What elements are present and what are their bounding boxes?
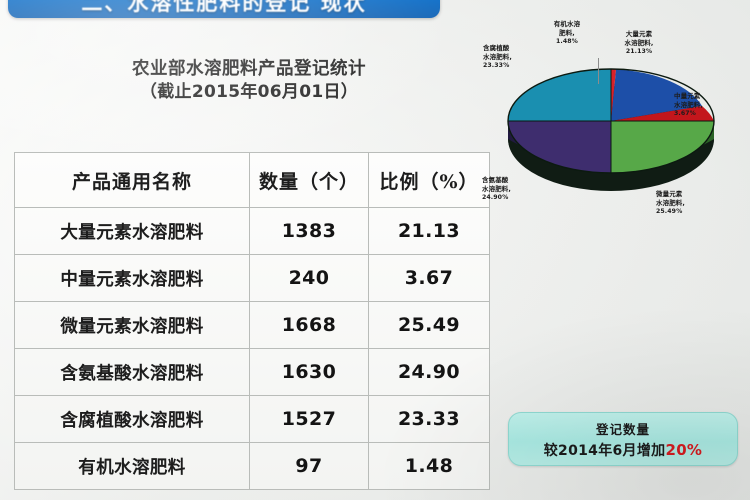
header-cell-quantity: 数量（个） [249, 152, 369, 208]
cell-percent: 25.49 [368, 301, 490, 349]
cell-percent: 3.67 [368, 254, 490, 302]
row-quantity: 1630 [281, 361, 337, 383]
cell-quantity: 1527 [249, 395, 369, 443]
pie-label-organic-line1: 有机水溶 [553, 20, 581, 28]
pie-slice-macro [611, 69, 702, 121]
pie-label-humic: 含腐植酸 水溶肥料, 23.33% [483, 44, 549, 71]
pie-leader-line [598, 58, 599, 84]
pie-label-micro-line1: 微量元素 [656, 190, 683, 198]
cell-percent: 24.90 [368, 348, 490, 396]
title-line-2: （截止2015年06月01日） [139, 82, 359, 103]
pie-slices [508, 69, 714, 173]
row-percent: 3.67 [404, 267, 454, 289]
page-title: 农业部水溶肥料产品登记统计 （截止2015年06月01日） [14, 58, 484, 104]
cell-quantity: 1383 [249, 207, 369, 255]
cell-product-name: 中量元素水溶肥料 [14, 254, 250, 302]
header-label-name: 产品通用名称 [71, 170, 192, 193]
pie-label-amino-line1: 含氨基酸 [482, 176, 509, 184]
row-percent: 23.33 [397, 408, 461, 430]
pie-label-medium-line1: 中量元素 [674, 92, 701, 100]
cell-percent: 21.13 [368, 207, 490, 255]
statistics-table: 产品通用名称 数量（个） 比例（%） 大量元素水溶肥料 1383 21.13 中… [14, 152, 490, 490]
callout-highlight: 20% [665, 440, 703, 459]
table-row: 含腐植酸水溶肥料 1527 23.33 [14, 395, 490, 443]
cell-percent: 1.48 [368, 442, 490, 490]
pie-label-amino-pct: 24.90% [482, 194, 509, 202]
row-percent: 24.90 [397, 361, 461, 383]
pie-label-organic-pct: 1.48% [556, 38, 578, 46]
row-label: 含腐植酸水溶肥料 [60, 410, 204, 431]
cell-quantity: 1630 [249, 348, 369, 396]
table-row: 大量元素水溶肥料 1383 21.13 [14, 207, 490, 255]
pie-label-organic-line2: 肥料, [559, 29, 575, 38]
title-line-1: 农业部水溶肥料产品登记统计 [132, 59, 366, 79]
table-row: 中量元素水溶肥料 240 3.67 [14, 254, 490, 302]
pie-slice-humic [508, 69, 611, 121]
pie-label-amino: 含氨基酸 水溶肥料, 24.90% [482, 176, 552, 203]
pie-label-macro-line2: 水溶肥料, [624, 39, 654, 48]
row-quantity: 97 [295, 455, 323, 477]
pie-label-micro-line2: 水溶肥料, [656, 199, 685, 208]
cell-product-name: 大量元素水溶肥料 [14, 207, 250, 255]
row-label: 有机水溶肥料 [78, 457, 186, 478]
row-label: 含氨基酸水溶肥料 [60, 363, 204, 384]
banner-title: 二、水溶性肥料的登记 现状 [81, 0, 367, 15]
cell-product-name: 含氨基酸水溶肥料 [14, 348, 250, 396]
growth-callout: 登记数量 较2014年6月增加20% [508, 412, 738, 466]
pie-label-humic-line2: 水溶肥料, [483, 53, 512, 62]
section-banner: 二、水溶性肥料的登记 现状 [8, 0, 440, 18]
pie-label-macro: 大量元素 水溶肥料, 21.13% [608, 30, 670, 57]
pie-label-medium: 中量元素 水溶肥料, 3.67% [674, 92, 736, 119]
row-quantity: 1527 [281, 408, 337, 430]
callout-prefix: 较2014年6月增加 [543, 442, 666, 459]
row-percent: 25.49 [397, 314, 461, 336]
row-quantity: 1668 [281, 314, 337, 336]
row-label: 中量元素水溶肥料 [60, 269, 204, 290]
pie-slice-organic [611, 69, 616, 121]
callout-line-2: 较2014年6月增加20% [544, 440, 703, 460]
row-percent: 1.48 [404, 455, 454, 477]
row-label: 大量元素水溶肥料 [60, 222, 204, 243]
pie-slice-medium [611, 106, 714, 121]
pie-label-medium-pct: 3.67% [674, 110, 696, 118]
table-row: 微量元素水溶肥料 1668 25.49 [14, 301, 490, 349]
pie-chart: 有机水溶 肥料, 1.48% 大量元素 水溶肥料, 21.13% 中量元素 水溶… [478, 0, 750, 260]
pie-label-medium-line2: 水溶肥料, [674, 101, 703, 110]
cell-product-name: 含腐植酸水溶肥料 [14, 395, 250, 443]
row-percent: 21.13 [397, 220, 461, 242]
table-header-row: 产品通用名称 数量（个） 比例（%） [14, 152, 490, 208]
row-quantity: 240 [288, 267, 330, 289]
pie-slice-amino [508, 121, 611, 173]
pie-label-humic-pct: 23.33% [483, 62, 510, 70]
cell-product-name: 有机水溶肥料 [14, 442, 250, 490]
header-label-quantity: 数量（个） [258, 170, 359, 193]
row-quantity: 1383 [281, 220, 337, 242]
cell-product-name: 微量元素水溶肥料 [14, 301, 250, 349]
pie-label-amino-line2: 水溶肥料, [482, 185, 511, 194]
pie-label-micro: 微量元素 水溶肥料, 25.49% [656, 190, 726, 217]
cell-quantity: 97 [249, 442, 369, 490]
header-cell-name: 产品通用名称 [14, 152, 250, 208]
pie-slice-micro [611, 121, 714, 173]
row-label: 微量元素水溶肥料 [60, 316, 204, 337]
pie-label-micro-pct: 25.49% [656, 208, 683, 216]
header-label-percent: 比例（%） [379, 170, 479, 193]
pie-label-organic: 有机水溶 肥料, 1.48% [539, 20, 595, 47]
callout-line-1: 登记数量 [595, 421, 650, 437]
pie-chart-svg [507, 68, 715, 191]
table-row: 含氨基酸水溶肥料 1630 24.90 [14, 348, 490, 396]
pie-label-humic-line1: 含腐植酸 [483, 44, 510, 52]
header-cell-percent: 比例（%） [368, 152, 490, 208]
cell-quantity: 240 [249, 254, 369, 302]
pie-label-macro-line1: 大量元素 [625, 30, 653, 38]
table-row: 有机水溶肥料 97 1.48 [14, 442, 490, 490]
pie-label-macro-pct: 21.13% [625, 48, 653, 56]
cell-percent: 23.33 [368, 395, 490, 443]
cell-quantity: 1668 [249, 301, 369, 349]
